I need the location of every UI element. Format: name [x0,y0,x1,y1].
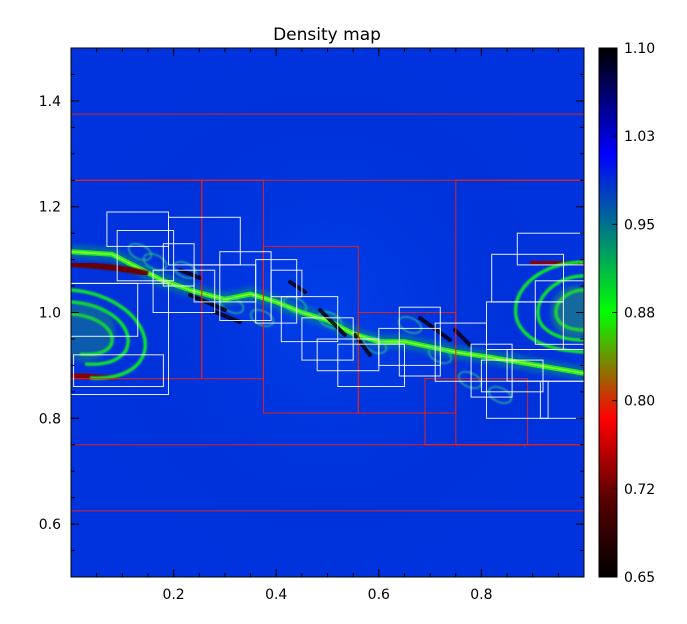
colorbar-tick-label: 0.88 [624,306,655,322]
vortex-core [71,302,115,362]
amr-box-level-1 [71,113,584,512]
x-tick-label: 0.2 [162,587,184,603]
eddy [282,295,308,315]
y-axis: 0.6 0.8 1.0 1.2 1.4 [39,73,584,552]
vortex-ring [536,274,584,342]
x-tick-label: 0.4 [265,587,287,603]
eddy [317,310,343,330]
x-axis: 0.2 0.4 0.6 0.8 [96,48,559,603]
colorbar-tick-label: 0.80 [624,394,655,410]
colorbar-tick-label: 0.95 [624,217,655,233]
eddy [219,295,245,315]
amr-box-level-2 [73,354,164,387]
amr-box-level-2 [539,380,584,419]
chart-title: Density map [273,25,381,45]
y-tick-label: 1.2 [39,200,61,216]
amr-box-level-2 [71,282,139,337]
eddy [127,242,153,262]
amr-box-level-2 [152,269,216,314]
high-density-streak [188,293,227,312]
high-density-streak [453,328,472,347]
y-tick-label: 1.4 [39,94,61,110]
amr-box-level-2 [470,343,513,398]
vortex-ring [71,288,147,380]
x-tick-label: 0.6 [368,587,390,603]
colorbar-tick-label: 1.10 [624,41,655,57]
low-density-strand [71,261,149,277]
amr-box-level-2 [398,306,441,377]
amr-box-level-2 [434,322,488,382]
y-tick-label: 0.8 [39,411,61,427]
eddy [487,385,513,405]
colorbar-tick-label: 0.65 [624,570,655,586]
high-density-streak [288,280,307,294]
vortex-ring [513,260,584,354]
colorbar-ticks: 1.10 1.03 0.95 0.88 0.80 0.72 0.65 [612,41,655,586]
high-density-streak [318,308,347,337]
amr-box-level-1 [71,179,584,446]
vortex-core [551,286,584,338]
amr-box-level-2 [255,259,298,324]
eddy [142,252,168,272]
colorbar: 1.10 1.03 0.95 0.88 0.80 0.72 0.65 [598,41,655,586]
y-tick-label: 0.6 [39,517,61,533]
amr-box-level-2 [116,230,175,282]
eddy [457,370,483,390]
plot-area [71,48,584,577]
x-tick-label: 0.8 [470,587,492,603]
amr-box-level-2 [280,296,339,343]
amr-level-2-grid [71,211,584,419]
y-tick-label: 1.0 [39,306,61,322]
amr-level-1-grid [71,113,584,512]
colorbar-tick-label: 0.72 [624,482,655,498]
high-density-streak [353,333,372,357]
amr-box-level-1 [424,378,529,446]
eddy [427,345,453,365]
high-density-streak [178,268,202,280]
amr-box-level-2 [480,359,544,393]
amr-box-level-2 [491,253,565,303]
colorbar-tick-label: 1.03 [624,129,655,145]
